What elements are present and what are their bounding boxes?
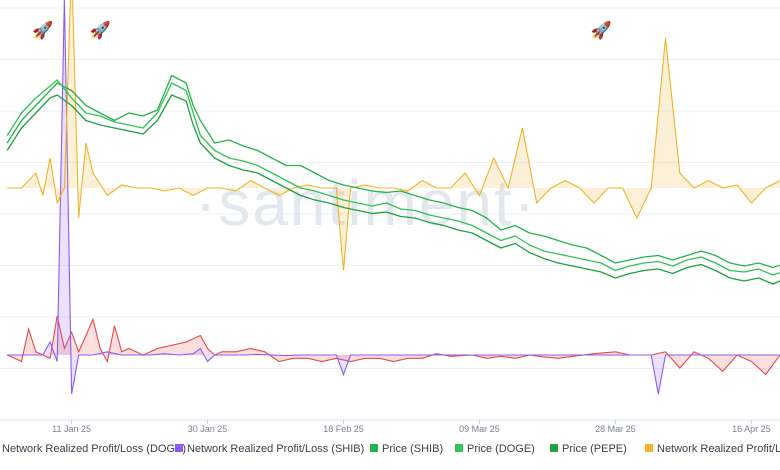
- x-axis: 11 Jan 25 30 Jan 25 18 Feb 25 09 Mar 25 28 M…: [52, 420, 771, 434]
- x-tick-label: 30 Jan 25: [188, 424, 228, 434]
- nrpl-pepe-line: [7, 0, 780, 271]
- legend-swatch: [550, 444, 558, 452]
- legend-item-price-shib[interactable]: Price (SHIB): [370, 443, 443, 455]
- watermark: ·santiment·: [195, 167, 537, 239]
- x-tick-label: 28 Mar 25: [595, 424, 636, 434]
- annotations: 🚀 🚀 🚀: [32, 20, 611, 41]
- line-series: [6, 74, 780, 285]
- legend-label: Price (PEPE): [562, 443, 627, 455]
- rocket-icon: 🚀: [591, 20, 612, 41]
- nrpl-shib-line: [7, 0, 780, 395]
- x-tick-label: 09 Mar 25: [459, 424, 500, 434]
- legend-label: Network Realized Profit/Loss (DOGE): [2, 443, 186, 455]
- legend: Network Realized Profit/Loss (DOGE) Netwo…: [2, 443, 780, 455]
- legend-swatch: [370, 444, 378, 452]
- legend-swatch: [645, 444, 653, 452]
- legend-item-price-doge[interactable]: Price (DOGE): [455, 443, 535, 455]
- legend-swatch: [455, 444, 463, 452]
- legend-item-nrpl-doge[interactable]: Network Realized Profit/Loss (DOGE): [2, 443, 186, 455]
- grid-lines: [0, 7, 780, 421]
- legend-swatch: [175, 444, 183, 452]
- legend-item-nrpl-pepe[interactable]: Network Realized Profit/Loss (PEPE): [645, 443, 780, 455]
- legend-label: Network Realized Profit/Loss (PEPE): [657, 443, 780, 455]
- legend-label: Price (DOGE): [467, 443, 535, 455]
- legend-item-price-pepe[interactable]: Price (PEPE): [550, 443, 627, 455]
- price-pepe-line: [6, 94, 780, 285]
- legend-label: Network Realized Profit/Loss (SHIB): [187, 443, 364, 455]
- x-tick-label: 18 Feb 25: [323, 424, 364, 434]
- nrpl-doge-area: [7, 316, 780, 375]
- rocket-icon: 🚀: [90, 20, 111, 41]
- price-shib-line: [6, 74, 780, 269]
- x-tick-label: 16 Apr 25: [732, 424, 771, 434]
- x-tick-label: 11 Jan 25: [52, 424, 91, 434]
- legend-item-nrpl-shib[interactable]: Network Realized Profit/Loss (SHIB): [175, 443, 364, 455]
- price-doge-line: [6, 79, 780, 276]
- legend-label: Price (SHIB): [382, 443, 443, 455]
- area-series: [6, 0, 780, 395]
- nrpl-doge-line: [6, 315, 780, 376]
- rocket-icon: 🚀: [32, 20, 53, 41]
